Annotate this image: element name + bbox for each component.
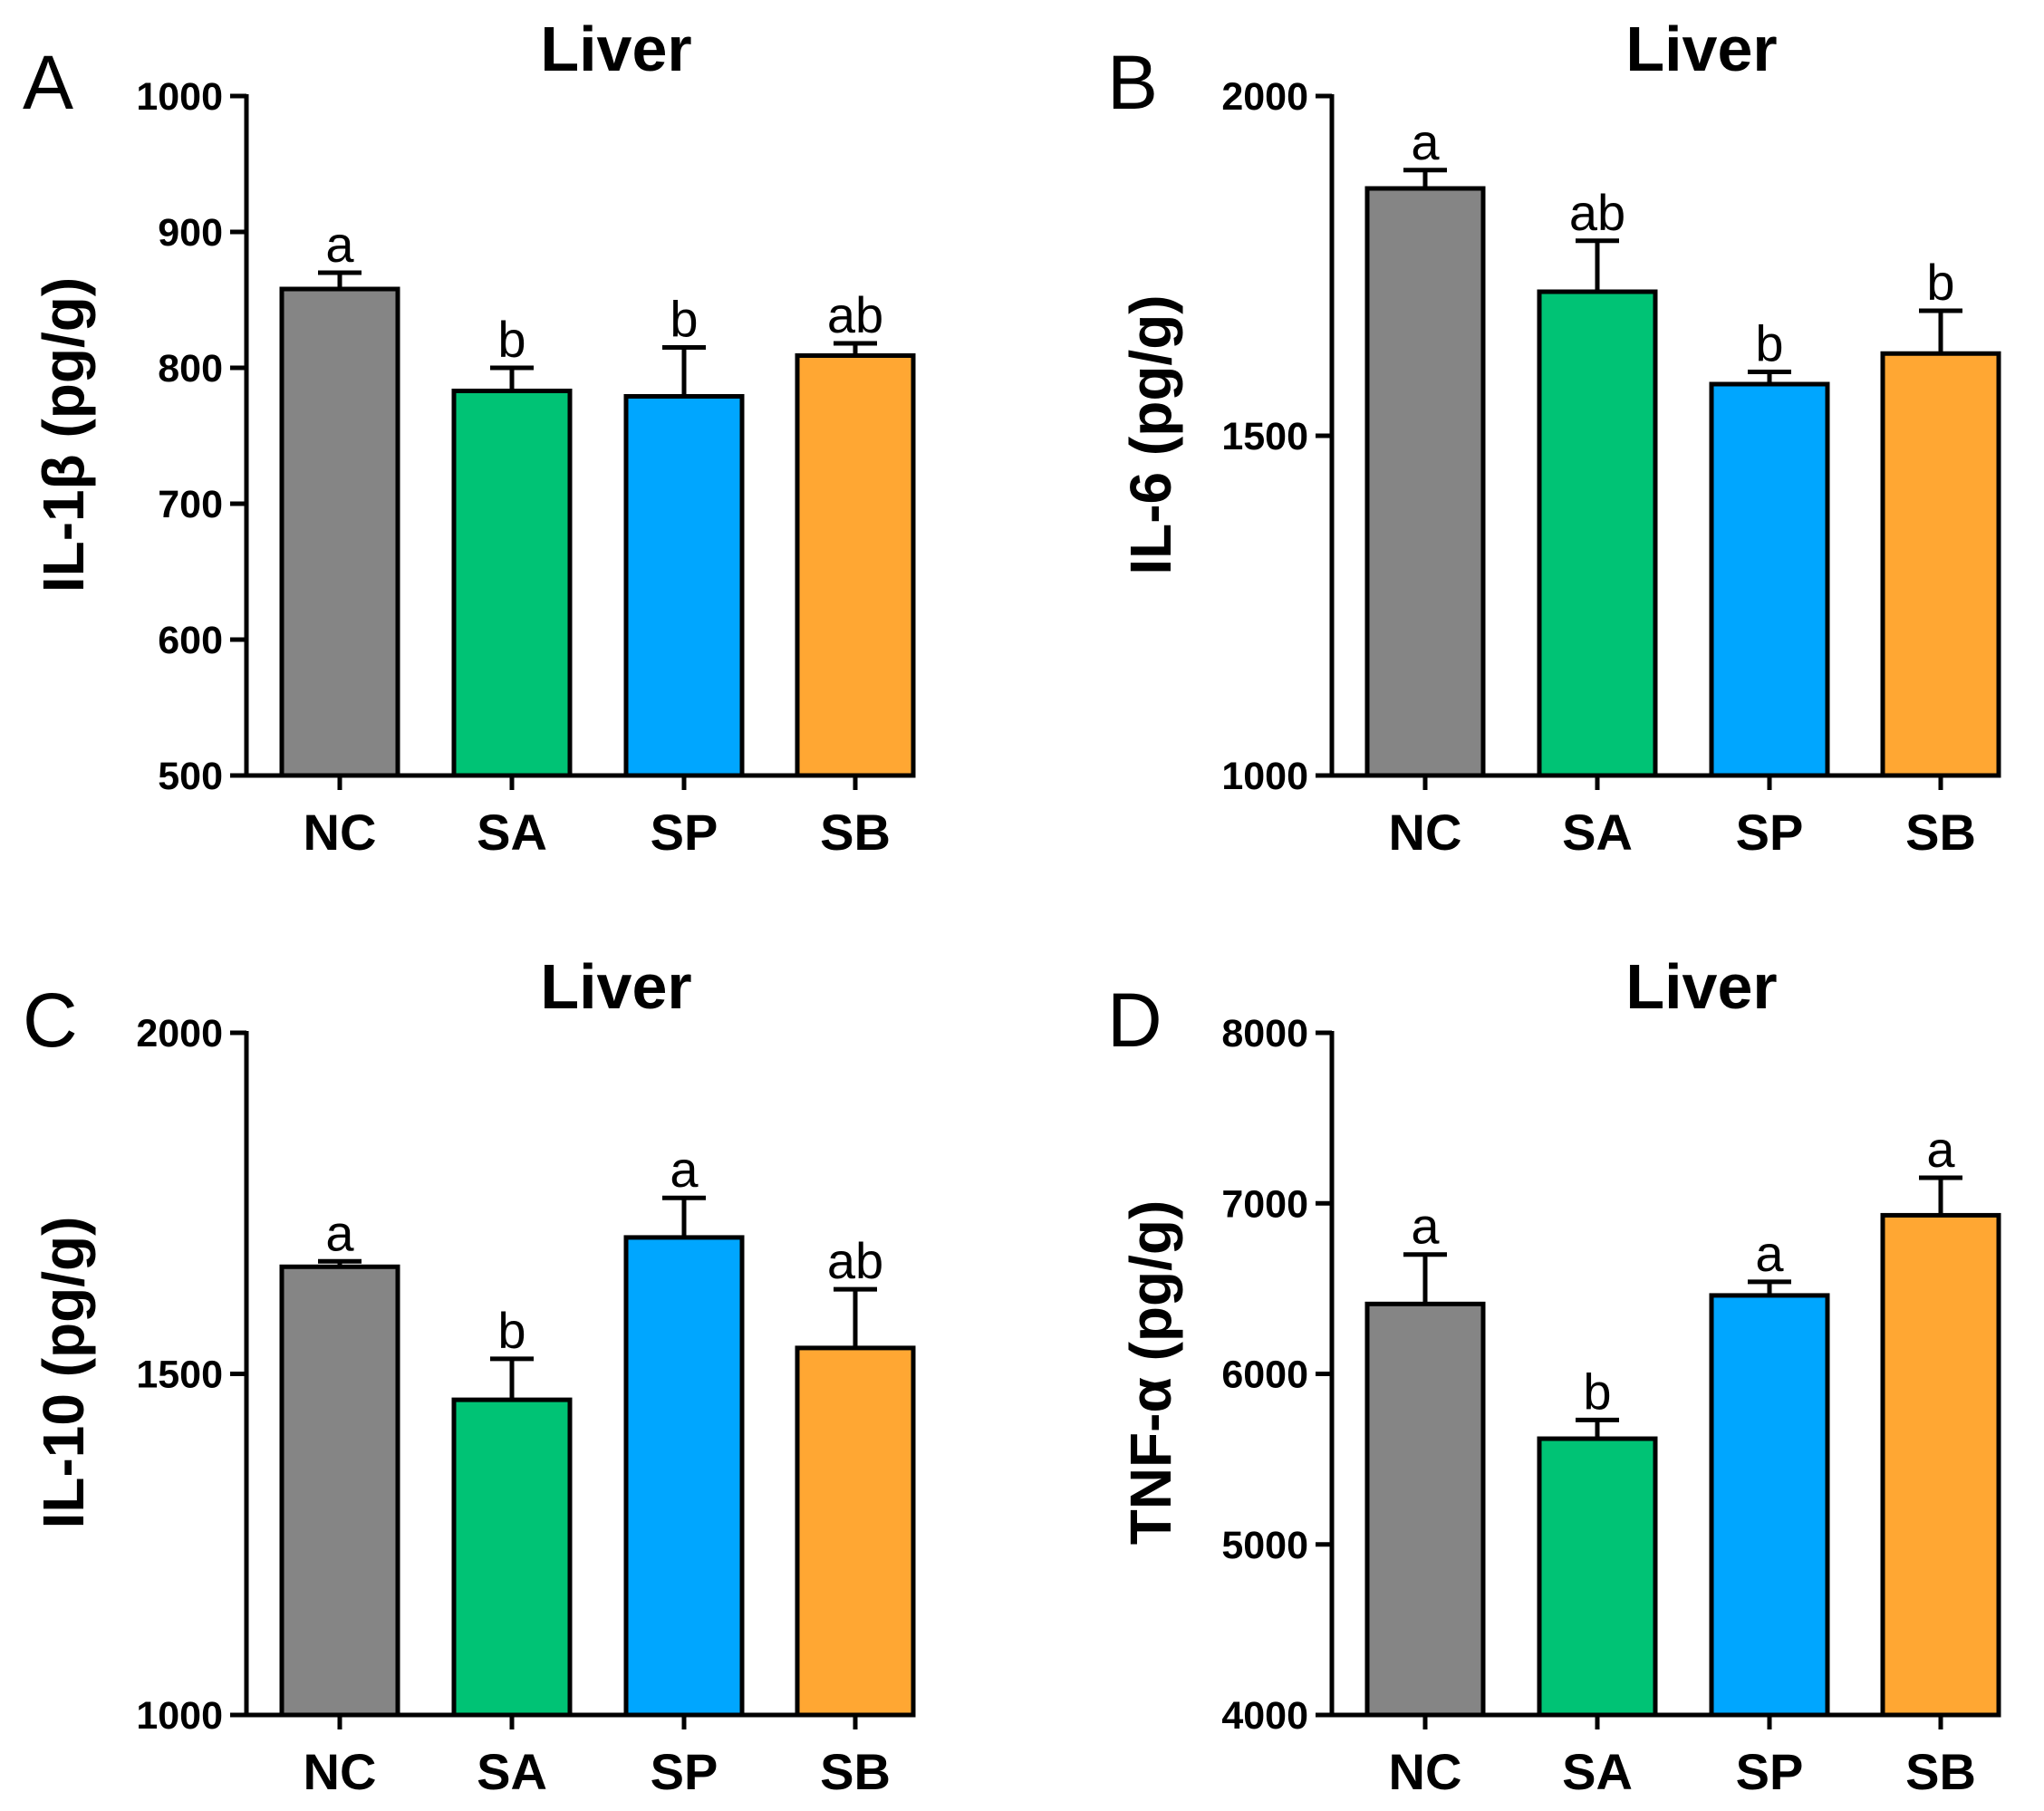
y-tick-label: 900 — [158, 211, 223, 255]
panel-letter: B — [1107, 40, 1158, 125]
significance-label: b — [1755, 315, 1783, 372]
bar-sb — [1880, 1212, 2001, 1718]
y-tick-label: 2000 — [136, 1012, 223, 1055]
y-tick-label: 1000 — [1221, 755, 1308, 798]
significance-label: a — [1411, 1198, 1440, 1255]
significance-label: b — [1926, 254, 1954, 311]
significance-label: a — [1755, 1225, 1784, 1282]
chart-title: Liver — [540, 14, 691, 84]
y-tick-label: 1500 — [1221, 415, 1308, 458]
y-tick-label: 1500 — [136, 1353, 223, 1397]
bar-sa — [451, 1397, 573, 1718]
bar-sp — [623, 1235, 745, 1718]
significance-label: ab — [1569, 184, 1625, 241]
significance-label: b — [497, 311, 525, 368]
x-tick-label: SP — [651, 804, 718, 861]
x-tick-label: SA — [1562, 1743, 1633, 1800]
x-tick-label: SB — [1905, 1743, 1976, 1800]
y-tick-label: 600 — [158, 619, 223, 662]
panel-c: C Liver IL-10 (pg/g) a NC b SA a SP ab SB 1000 1500 2… — [23, 951, 916, 1800]
y-tick-label: 700 — [158, 483, 223, 526]
panel-d: D Liver TNF-α (pg/g) a NC b SA a SP a SB 4000 5000 60… — [1107, 951, 2001, 1800]
bar-sp — [1709, 381, 1830, 778]
x-tick-label: NC — [304, 1743, 377, 1800]
y-tick-label: 8000 — [1221, 1012, 1308, 1055]
significance-label: b — [670, 291, 698, 348]
x-tick-label: NC — [304, 804, 377, 861]
bar-sb — [795, 1345, 916, 1718]
chart-title: Liver — [1625, 14, 1777, 84]
x-tick-label: SB — [820, 1743, 891, 1800]
significance-label: b — [497, 1302, 525, 1359]
significance-label: b — [1583, 1363, 1611, 1420]
y-tick-label: 1000 — [136, 75, 223, 119]
y-tick-label: 5000 — [1221, 1524, 1308, 1567]
x-tick-label: SB — [1905, 804, 1976, 861]
panel-letter: A — [23, 40, 73, 125]
bar-nc — [279, 286, 400, 778]
panel-letter: C — [23, 978, 78, 1063]
panel-letter: D — [1107, 978, 1162, 1063]
x-tick-label: SP — [1736, 804, 1804, 861]
bar-sa — [1537, 1436, 1658, 1718]
y-tick-label: 7000 — [1221, 1182, 1308, 1226]
y-tick-label: 6000 — [1221, 1353, 1308, 1397]
x-tick-label: SB — [820, 804, 891, 861]
y-axis-label: IL-10 (pg/g) — [31, 1217, 96, 1529]
y-axis-label: IL-1β (pg/g) — [31, 277, 96, 592]
x-tick-label: SA — [477, 804, 547, 861]
bar-sa — [1537, 289, 1658, 778]
x-tick-label: SA — [1562, 804, 1633, 861]
y-tick-label: 2000 — [1221, 75, 1308, 119]
bar-nc — [1364, 186, 1486, 778]
panel-a: A Liver IL-1β (pg/g) a NC b SA b SP ab SB 500 600 700… — [23, 14, 916, 861]
x-tick-label: SP — [1736, 1743, 1804, 1800]
bar-nc — [1364, 1301, 1486, 1718]
chart-title: Liver — [1625, 951, 1777, 1022]
y-tick-label: 800 — [158, 347, 223, 390]
bar-sa — [451, 389, 573, 778]
bar-sb — [795, 353, 916, 778]
significance-label: a — [325, 216, 354, 273]
y-tick-label: 4000 — [1221, 1694, 1308, 1738]
y-tick-label: 1000 — [136, 1694, 223, 1738]
x-tick-label: SP — [651, 1743, 718, 1800]
x-tick-label: NC — [1389, 804, 1462, 861]
significance-label: a — [1926, 1121, 1955, 1178]
significance-label: ab — [827, 286, 883, 343]
chart-title: Liver — [540, 951, 691, 1022]
y-axis-label: IL-6 (pg/g) — [1118, 294, 1183, 574]
significance-label: a — [670, 1141, 699, 1198]
panel-b: B Liver IL-6 (pg/g) a NC ab SA b SP b SB 1000 1500 20… — [1107, 14, 2001, 861]
bar-nc — [279, 1264, 400, 1718]
significance-label: a — [325, 1204, 354, 1261]
significance-label: ab — [827, 1232, 883, 1289]
bar-sb — [1880, 351, 2001, 778]
y-axis-label: TNF-α (pg/g) — [1118, 1200, 1183, 1546]
bar-sp — [623, 394, 745, 778]
x-tick-label: NC — [1389, 1743, 1462, 1800]
significance-label: a — [1411, 113, 1440, 170]
y-tick-label: 500 — [158, 755, 223, 798]
bar-sp — [1709, 1293, 1830, 1718]
x-tick-label: SA — [477, 1743, 547, 1800]
